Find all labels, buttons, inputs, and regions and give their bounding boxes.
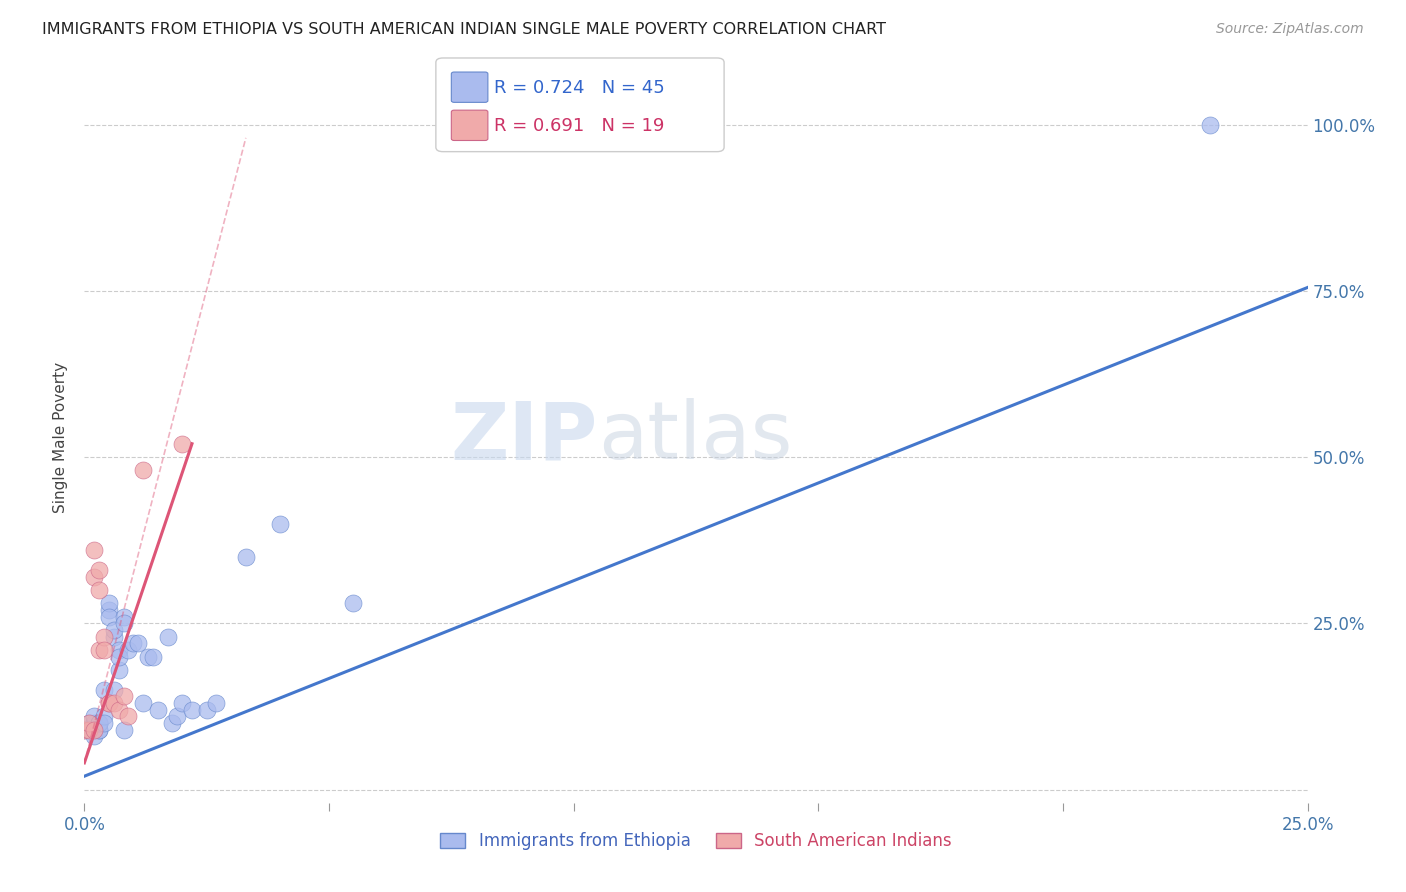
Point	[122, 636, 145, 650]
Point	[93, 709, 115, 723]
Point	[142, 649, 165, 664]
Point	[97, 696, 120, 710]
Point	[77, 716, 100, 731]
Point	[83, 543, 105, 558]
Legend: Immigrants from Ethiopia, South American Indians: Immigrants from Ethiopia, South American…	[433, 825, 959, 856]
Point	[107, 649, 129, 664]
Text: R = 0.691   N = 19: R = 0.691 N = 19	[494, 117, 664, 135]
Point	[83, 729, 105, 743]
Point	[172, 436, 194, 450]
Point	[73, 723, 96, 737]
Point	[103, 696, 125, 710]
Point	[117, 709, 139, 723]
Point	[132, 696, 155, 710]
Point	[77, 723, 100, 737]
Point	[107, 663, 129, 677]
Point	[87, 563, 110, 577]
Point	[146, 703, 169, 717]
Point	[87, 723, 110, 737]
Point	[112, 690, 135, 704]
Point	[87, 723, 110, 737]
Point	[107, 643, 129, 657]
Point	[136, 649, 159, 664]
Point	[97, 603, 120, 617]
Point	[162, 716, 184, 731]
Point	[87, 716, 110, 731]
Point	[112, 723, 135, 737]
Point	[117, 643, 139, 657]
Point	[87, 643, 110, 657]
Point	[132, 463, 155, 477]
Point	[166, 709, 188, 723]
Point	[112, 609, 135, 624]
Point	[83, 570, 105, 584]
Point	[103, 630, 125, 644]
Y-axis label: Single Male Poverty: Single Male Poverty	[53, 361, 69, 513]
Point	[235, 549, 257, 564]
Point	[93, 643, 115, 657]
Point	[83, 709, 105, 723]
Point	[112, 616, 135, 631]
Point	[77, 716, 100, 731]
Text: R = 0.724   N = 45: R = 0.724 N = 45	[494, 78, 664, 97]
Point	[195, 703, 218, 717]
Point	[269, 516, 291, 531]
Point	[77, 723, 100, 737]
Point	[83, 716, 105, 731]
Text: IMMIGRANTS FROM ETHIOPIA VS SOUTH AMERICAN INDIAN SINGLE MALE POVERTY CORRELATIO: IMMIGRANTS FROM ETHIOPIA VS SOUTH AMERIC…	[42, 22, 886, 37]
Point	[1198, 118, 1220, 132]
Point	[83, 723, 105, 737]
Point	[103, 623, 125, 637]
Point	[87, 716, 110, 731]
Point	[87, 716, 110, 731]
Point	[103, 682, 125, 697]
Point	[93, 630, 115, 644]
Point	[342, 596, 364, 610]
Point	[93, 682, 115, 697]
Point	[87, 582, 110, 597]
Point	[97, 696, 120, 710]
Point	[205, 696, 228, 710]
Point	[181, 703, 204, 717]
Point	[127, 636, 149, 650]
Point	[83, 723, 105, 737]
Text: ZIP: ZIP	[451, 398, 598, 476]
Text: atlas: atlas	[598, 398, 793, 476]
Point	[107, 703, 129, 717]
Point	[97, 596, 120, 610]
Text: Source: ZipAtlas.com: Source: ZipAtlas.com	[1216, 22, 1364, 37]
Point	[172, 696, 194, 710]
Point	[93, 716, 115, 731]
Point	[73, 723, 96, 737]
Point	[97, 609, 120, 624]
Point	[156, 630, 179, 644]
